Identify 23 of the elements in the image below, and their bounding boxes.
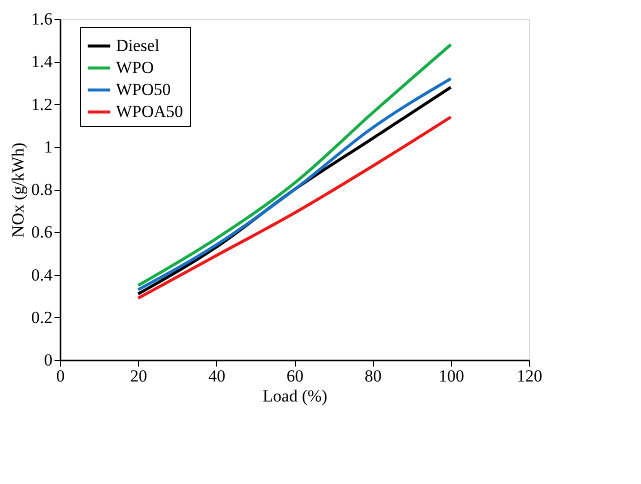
x-tick-label: 80 — [364, 366, 382, 386]
x-tick-label: 0 — [56, 366, 65, 386]
legend-label: Diesel — [116, 36, 160, 55]
x-tick-label: 40 — [208, 366, 226, 386]
y-tick-label: 1.4 — [31, 52, 53, 72]
y-tick-label: 0.8 — [31, 180, 52, 199]
y-tick-label: 1 — [44, 137, 52, 156]
y-axis-title: NOx (g/kWh) — [8, 142, 28, 238]
x-tick-label: 100 — [438, 366, 464, 386]
y-tick-label: 1.2 — [31, 94, 52, 114]
x-tick-label: 60 — [286, 366, 304, 386]
legend-label: WPOA50 — [116, 102, 184, 121]
y-tick-label: 0.4 — [31, 265, 53, 284]
y-tick-label: 0.6 — [31, 222, 52, 242]
x-tick-label: 120 — [516, 366, 542, 386]
x-axis-title: Load (%) — [262, 386, 328, 406]
y-tick-label: 1.6 — [31, 10, 52, 28]
y-tick-label: 0 — [44, 350, 52, 370]
line-series — [136, 116, 452, 300]
x-tick-label: 20 — [130, 366, 148, 386]
y-tick-label: 0.2 — [31, 308, 52, 327]
legend-label: WPO — [116, 58, 154, 77]
legend-label: WPO50 — [116, 80, 171, 99]
